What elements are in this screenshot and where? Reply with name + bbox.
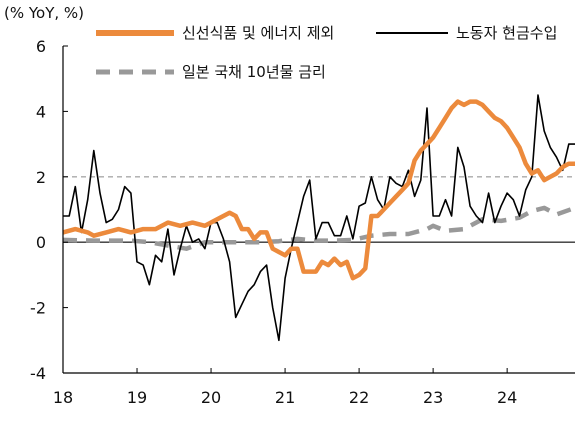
series-line-0 — [62, 99, 575, 281]
x-tick-label: 19 — [127, 388, 147, 407]
legend-label-jgb: 일본 국채 10년물 금리 — [182, 63, 326, 81]
x-tick-label: 20 — [201, 388, 221, 407]
x-tick-label: 24 — [497, 388, 517, 407]
x-tick-label: 21 — [275, 388, 295, 407]
legend-item-core-cpi: 신선식품 및 에너지 제외 — [96, 22, 334, 43]
unit-label: (% YoY, %) — [4, 4, 85, 22]
y-tick-label: 6 — [36, 37, 46, 56]
legend-label-core-cpi: 신선식품 및 에너지 제외 — [182, 24, 335, 42]
legend-swatch-wages — [376, 31, 448, 34]
legend-item-jgb: 일본 국채 10년물 금리 — [96, 61, 326, 82]
y-tick-label: -2 — [30, 299, 46, 318]
y-tick-label: 0 — [36, 233, 46, 252]
x-tick-label: 18 — [53, 388, 73, 407]
legend-item-wages: 노동자 현금수입 — [376, 22, 557, 43]
x-tick-label: 23 — [423, 388, 443, 407]
x-tick-label: 22 — [349, 388, 369, 407]
y-tick-label: -4 — [30, 364, 46, 383]
series-layer — [62, 94, 576, 342]
y-tick-label: 2 — [36, 168, 46, 187]
legend-swatch-core-cpi — [96, 29, 174, 36]
legend-label-wages: 노동자 현금수입 — [456, 24, 558, 42]
y-tick-label: 4 — [36, 102, 46, 121]
series-line-1 — [63, 94, 575, 342]
legend-swatch-jgb — [96, 69, 174, 74]
